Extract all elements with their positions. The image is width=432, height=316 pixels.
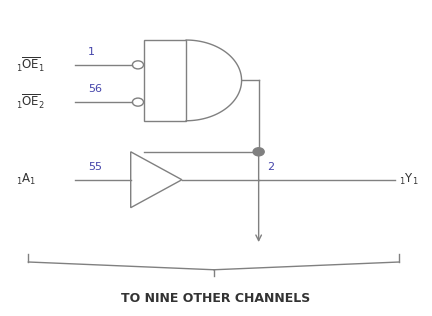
Text: $_1\overline{\mathrm{OE}}_2$: $_1\overline{\mathrm{OE}}_2$: [16, 93, 44, 111]
Text: 2: 2: [267, 162, 274, 172]
Text: $_1\mathrm{Y}_1$: $_1\mathrm{Y}_1$: [399, 172, 419, 187]
Text: 1: 1: [88, 47, 95, 57]
Text: 56: 56: [88, 84, 102, 94]
Text: $_1\overline{\mathrm{OE}}_1$: $_1\overline{\mathrm{OE}}_1$: [16, 56, 44, 74]
Text: TO NINE OTHER CHANNELS: TO NINE OTHER CHANNELS: [121, 293, 311, 306]
Circle shape: [253, 148, 264, 156]
Text: $_1\mathrm{A}_1$: $_1\mathrm{A}_1$: [16, 172, 36, 187]
Text: 55: 55: [88, 162, 102, 172]
